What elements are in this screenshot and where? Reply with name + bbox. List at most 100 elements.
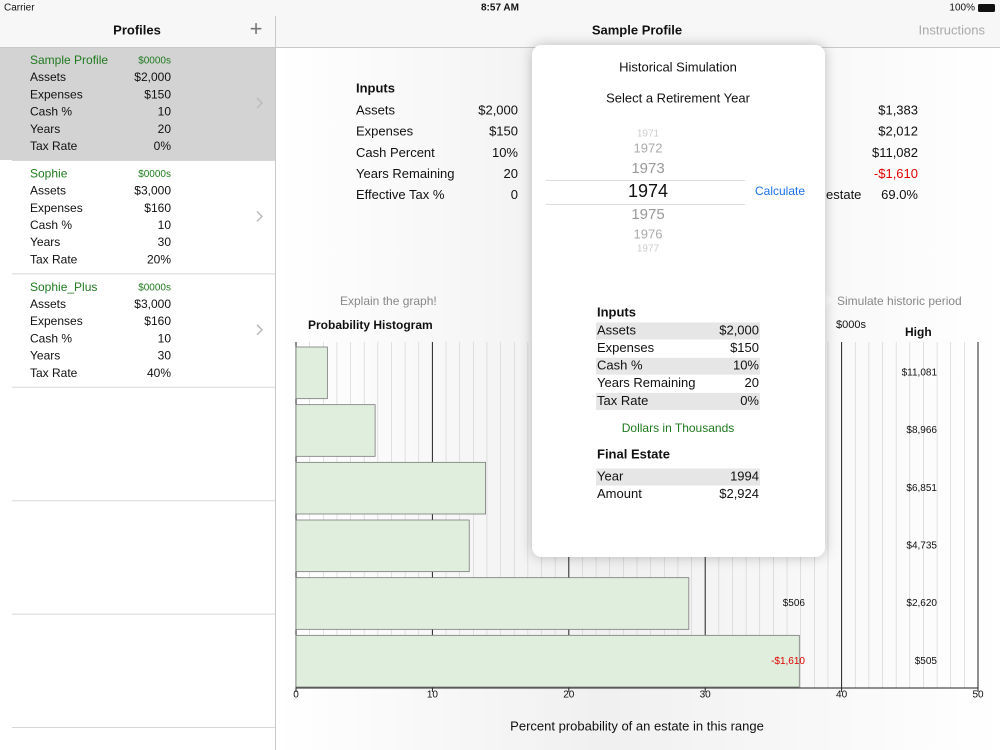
- x-tick-label: 0: [293, 690, 299, 701]
- units-note: Dollars in Thousands: [622, 421, 735, 435]
- cell-label: Assets: [597, 322, 637, 337]
- field-label: Assets: [30, 297, 66, 311]
- field-value: 20%: [147, 252, 171, 266]
- calculate-button[interactable]: Calculate: [755, 184, 805, 198]
- field-value: $160: [144, 314, 171, 328]
- sidebar-title: Profiles: [113, 22, 161, 37]
- high-label: $4,735: [906, 540, 937, 551]
- field-label: Tax Rate: [30, 139, 78, 153]
- cell-label: Year: [597, 468, 624, 483]
- input-value: 10%: [492, 145, 518, 160]
- result-value: $2,012: [878, 124, 918, 139]
- field-value: 0%: [154, 139, 172, 153]
- profile-cell[interactable]: Sample Profile $0000s Assets $2,000 Expenses…: [0, 48, 275, 160]
- x-tick-label: 30: [700, 690, 712, 701]
- popover-title: Historical Simulation: [619, 59, 737, 74]
- detail: Inputs Assets $2,000 Expenses $150 Cash Perce…: [340, 80, 962, 308]
- cell-value: 10%: [733, 358, 759, 373]
- simulate-link[interactable]: Simulate historic period: [837, 294, 962, 308]
- result-value: -$1,610: [874, 166, 918, 181]
- field-label: Assets: [30, 184, 66, 198]
- profile-unit: $0000s: [138, 169, 171, 180]
- cell-value: 0%: [740, 393, 759, 408]
- high-label: $2,620: [906, 598, 937, 609]
- profile-name: Sample Profile: [30, 53, 108, 67]
- picker-year[interactable]: 1973: [631, 160, 664, 177]
- profile-name: Sophie: [30, 167, 68, 181]
- result-value: 69.0%: [881, 187, 918, 202]
- field-value: $2,000: [134, 70, 171, 84]
- cell-value: 20: [745, 375, 759, 390]
- field-value: $160: [144, 201, 171, 215]
- field-value: 30: [158, 235, 172, 249]
- profile-unit: $0000s: [138, 282, 171, 293]
- input-label: Expenses: [356, 124, 414, 139]
- chevron: [256, 97, 264, 109]
- bar: [295, 346, 328, 400]
- input-value: 0: [511, 187, 518, 202]
- field-label: Cash %: [30, 105, 72, 119]
- profile-cell[interactable]: Sophie $0000s Assets $3,000 Expenses $160 Cash…: [30, 167, 264, 267]
- detail-title: Sample Profile: [592, 22, 682, 37]
- cell-label: Cash %: [597, 358, 643, 373]
- field-label: Expenses: [30, 201, 83, 215]
- cell-value: $2,924: [719, 486, 759, 501]
- inputs-title: Inputs: [356, 80, 395, 95]
- profile-list: Sample Profile $0000s Assets $2,000 Expenses…: [0, 48, 275, 728]
- field-value: 30: [158, 349, 172, 363]
- bar: [295, 577, 690, 630]
- bar: [295, 404, 376, 457]
- cell-label: Amount: [597, 486, 642, 501]
- x-tick-label: 20: [563, 690, 575, 701]
- field-value: 10: [158, 218, 172, 232]
- field-label: Years: [30, 235, 60, 249]
- field-value: 20: [158, 122, 172, 136]
- picker-year[interactable]: 1972: [634, 140, 663, 155]
- estate-title: Final Estate: [597, 446, 670, 461]
- picker-year[interactable]: 1977: [637, 244, 660, 255]
- input-label: Cash Percent: [356, 145, 435, 160]
- chart-title: Probability Histogram: [308, 318, 433, 332]
- field-label: Tax Rate: [30, 366, 78, 380]
- histogram: Probability Histogram $000s High 0 10 20 30 40 5…: [293, 318, 984, 733]
- x-tick-label: 10: [427, 690, 439, 701]
- cell-value: $2,000: [719, 322, 759, 337]
- input-value: 20: [504, 166, 518, 181]
- row-stripe: [596, 392, 760, 410]
- high-label: $6,851: [906, 483, 937, 494]
- nav-bar: [0, 0, 1000, 47]
- input-label: Effective Tax %: [356, 187, 445, 202]
- x-tick-label: 50: [972, 690, 984, 701]
- bar: [295, 461, 486, 515]
- low-label: -$1,610: [771, 656, 805, 667]
- picker-year[interactable]: 1971: [637, 129, 660, 140]
- profile-name: Sophie_Plus: [30, 280, 97, 294]
- field-value: $3,000: [134, 297, 171, 311]
- picker-year[interactable]: 1974: [628, 181, 668, 201]
- cell-value: 1994: [730, 468, 759, 483]
- bar: [295, 519, 470, 573]
- explain-link[interactable]: Explain the graph!: [340, 294, 437, 308]
- x-axis-title: Percent probability of an estate in this…: [510, 718, 764, 733]
- instructions-button[interactable]: Instructions: [919, 22, 986, 37]
- field-value: $150: [144, 87, 171, 101]
- result-value: $1,383: [878, 102, 918, 117]
- high-label: $8,966: [906, 425, 937, 436]
- add-button[interactable]: +: [250, 16, 263, 41]
- popover-arrow: [825, 292, 832, 308]
- input-value: $2,000: [478, 102, 518, 117]
- picker-year[interactable]: 1976: [634, 226, 663, 241]
- cell-value: $150: [730, 340, 759, 355]
- carrier: Carrier: [4, 3, 35, 14]
- profile-cell[interactable]: Sophie_Plus $0000s Assets $3,000 Expenses $16…: [30, 280, 264, 380]
- picker-year[interactable]: 1975: [631, 206, 664, 223]
- profile-unit: $0000s: [138, 56, 171, 67]
- popover-subtitle: Select a Retirement Year: [606, 90, 750, 105]
- chevron: [256, 210, 264, 222]
- field-label: Years: [30, 122, 60, 136]
- field-value: 10: [158, 331, 172, 345]
- high-title: High: [905, 325, 932, 339]
- battery-icon: [978, 4, 995, 12]
- cell-label: Tax Rate: [597, 393, 648, 408]
